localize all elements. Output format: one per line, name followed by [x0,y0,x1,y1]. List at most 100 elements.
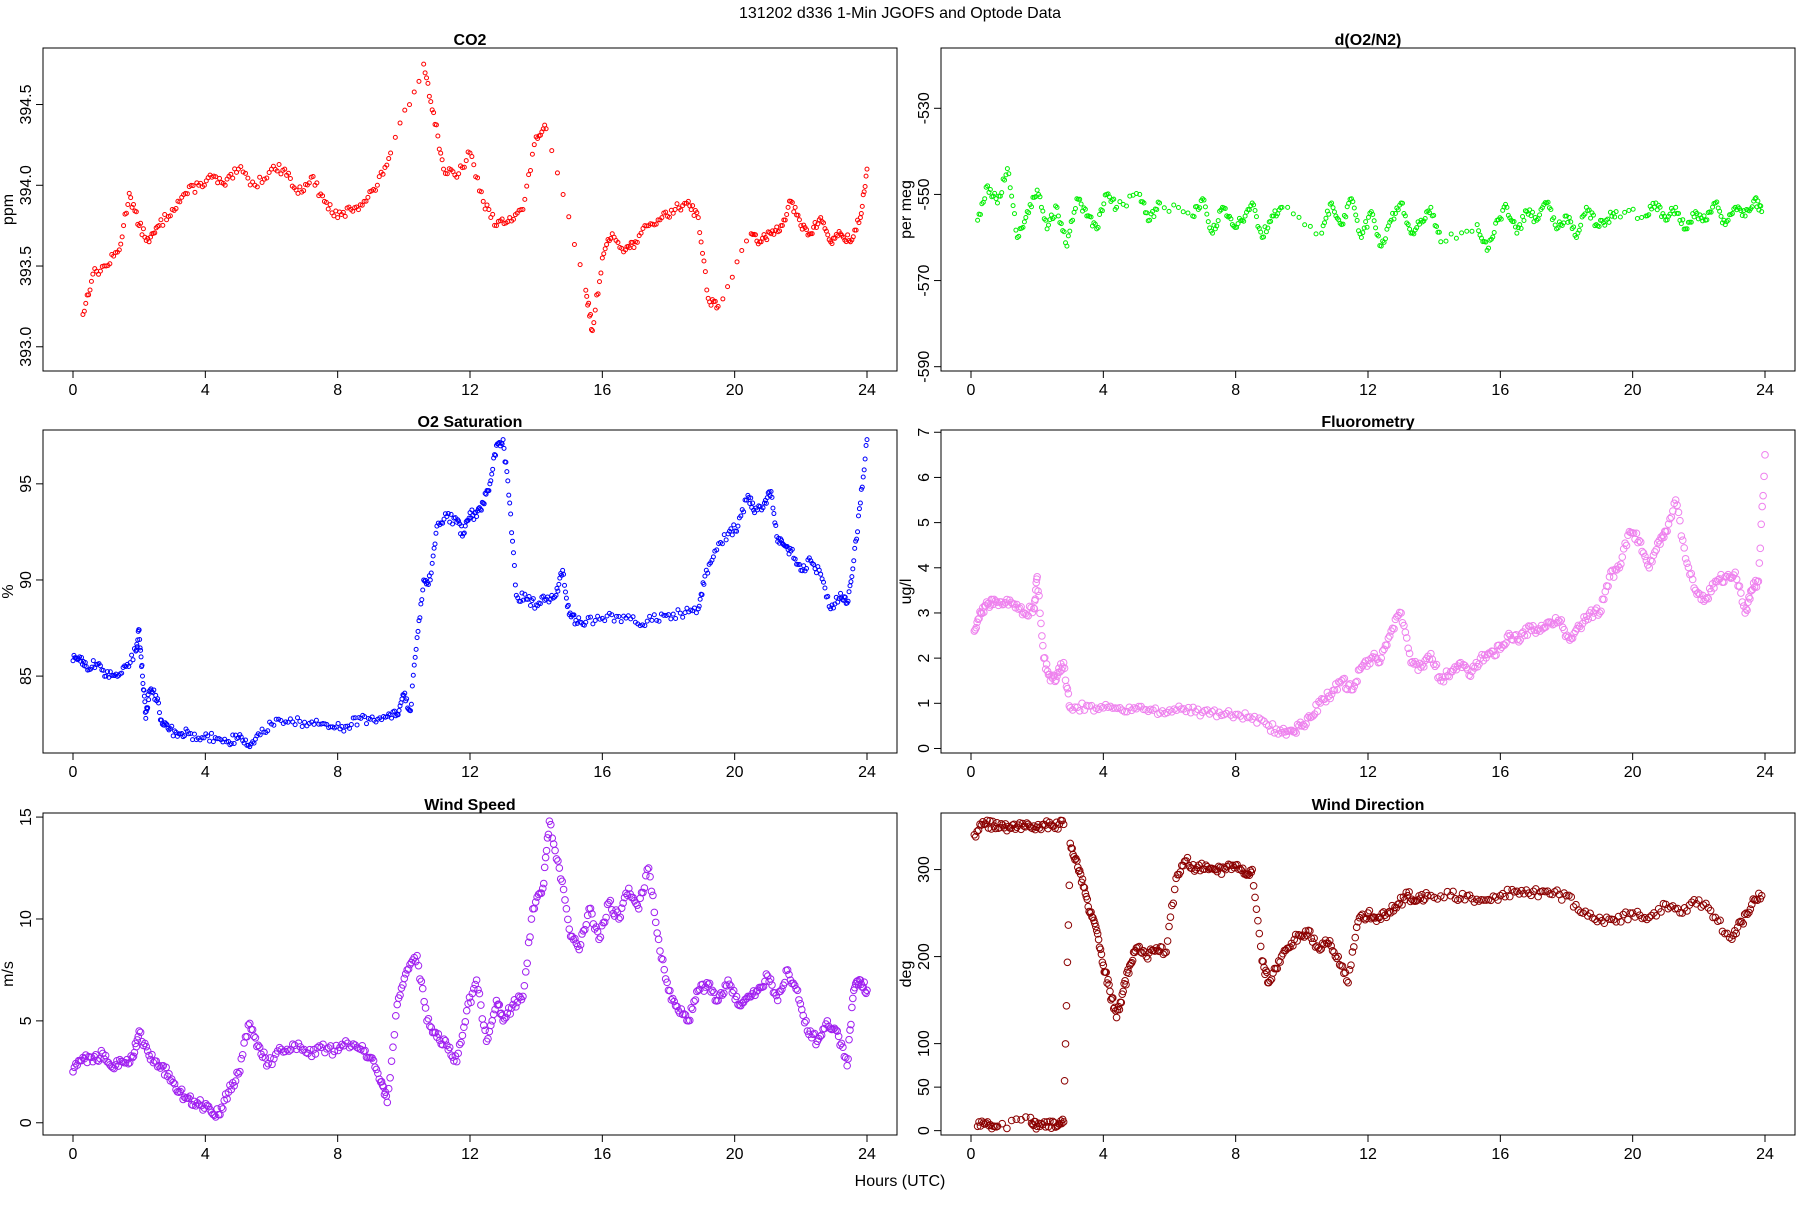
wind-speed-point [719,989,728,998]
wind-direction-point [1251,893,1259,902]
co2-point [739,247,745,253]
wind-speed-point [136,1028,145,1037]
wind-direction-point [1524,889,1533,897]
co2-point [583,287,589,293]
co2-point [853,227,859,233]
fluorometry-point [1680,544,1688,552]
co2-point [518,207,524,213]
wind-speed-point [315,1042,324,1050]
o2-saturation-point [341,728,347,734]
co2-point [702,269,708,275]
o2-saturation-point [821,579,827,585]
wind-direction-point [1440,893,1448,902]
co2-point [355,207,361,213]
wind-speed-point [523,959,531,968]
d-o2-n2-point [992,190,998,196]
wind-speed-point [849,994,857,1003]
wind-speed-point [642,871,650,880]
o2-saturation-point [656,618,662,624]
co2-point [119,234,125,240]
wind-speed-point [445,1043,454,1052]
co2-point [411,89,417,95]
co2-point [266,170,272,176]
d-o2-n2-point [1688,219,1694,225]
fluorometry-point [974,615,982,624]
x-axis-label: Hours (UTC) [855,1173,946,1190]
fluorometry-point [1618,553,1627,561]
o2-saturation-point [696,603,702,609]
fluorometry-point [1132,704,1141,713]
fluorometry-point [1061,676,1070,685]
wind-speed-point [595,935,603,944]
co2-point [779,222,785,228]
wind-direction-point [1266,976,1274,985]
fluorometry-point [1184,703,1193,712]
wind-speed-point [714,996,722,1005]
fluorometry-point [1678,536,1687,545]
co2-point [809,231,815,237]
d-o2-n2-point [1617,214,1623,220]
co2-point [325,206,331,212]
fluorometry-point [1674,508,1683,517]
o2-saturation-point [500,437,506,443]
o2-saturation-point [595,613,601,619]
d-o2-n2-point [1157,200,1163,206]
o2-saturation-point [163,721,169,727]
wind-speed-point [488,1017,497,1025]
co2-point [342,213,348,219]
wind-speed-point [861,988,869,996]
wind-speed-point [778,985,786,993]
fluorometry-x-tick-label: 16 [1491,764,1509,781]
o2-saturation-point [560,567,566,573]
wind-speed-point [558,877,566,886]
o2-saturation-point [407,708,413,714]
fluorometry-point [986,601,995,609]
fluorometry-point [1738,598,1747,606]
wind-speed-point [633,901,642,909]
co2-point [297,184,303,190]
o2-saturation-point [752,510,758,516]
co2-point [83,300,89,306]
wind-speed-point [371,1063,379,1072]
o2-saturation-point [348,722,354,728]
wind-direction-point [1704,904,1713,912]
o2-saturation-point [184,728,190,734]
d-o2-n2-point [1340,221,1346,227]
wind-speed-point [180,1093,189,1101]
fluorometry-point [1028,608,1037,617]
wind-speed-point [581,925,589,934]
d-o2-n2-point [1714,199,1720,205]
d-o2-n2-point [1759,209,1765,215]
fluorometry-point [1299,720,1308,729]
o2-saturation-point [100,667,106,673]
wind-direction-point [1348,948,1357,956]
co2-point [670,210,676,216]
wind-speed-point [393,1000,402,1009]
o2-saturation-point [554,585,560,591]
wind-speed-point [833,1027,842,1035]
o2-saturation-point [561,571,567,577]
wind-direction-point [1671,904,1680,913]
co2-point [492,222,498,228]
o2-saturation-point [508,511,514,517]
wind-speed-point [475,989,484,998]
o2-saturation-point [799,568,805,574]
wind-speed-point [863,986,871,995]
wind-direction-point [1647,911,1656,920]
o2-saturation-point [156,700,162,706]
wind-direction-point [1405,888,1413,896]
d-o2-n2-point [1504,204,1510,210]
fluorometry-point [1246,713,1254,721]
o2-saturation-point [140,680,146,686]
d-o2-n2-point [1215,218,1221,224]
d-o2-n2-y-tick-label: -550 [916,178,933,210]
d-o2-n2-point [1700,218,1706,224]
d-o2-n2-point [1626,207,1632,213]
fluorometry-point [1168,707,1176,716]
o2-saturation-point [346,725,352,731]
wind-speed-point [602,913,610,922]
wind-direction-point [1505,892,1514,901]
o2-saturation-point [231,740,237,746]
co2-point [644,223,650,229]
